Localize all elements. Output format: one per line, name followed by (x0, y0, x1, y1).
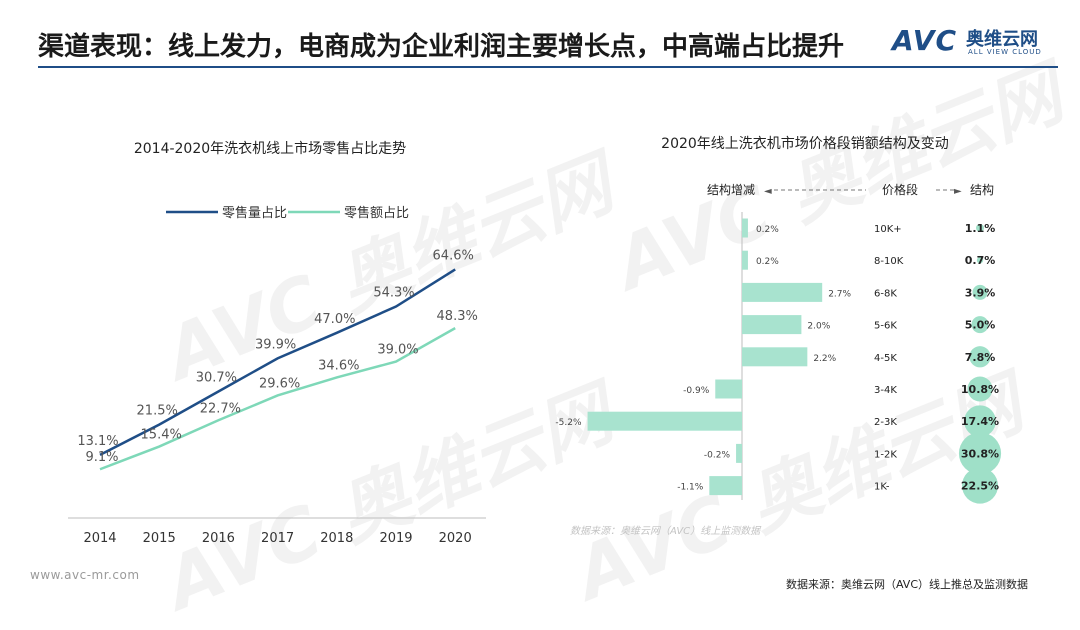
data-source-note: 数据来源：奥维云网（AVC）线上推总及监测数据 (785, 578, 1028, 591)
data-label: 64.6% (433, 248, 474, 263)
series-line-2 (99, 327, 456, 471)
header-divider (38, 66, 1058, 68)
bar-chart-title: 2020年线上洗衣机市场价格段销额结构及变动 (661, 135, 949, 152)
data-label: 21.5% (137, 404, 178, 419)
structure-value-label: 7.8% (965, 351, 996, 364)
x-tick-label: 2014 (83, 531, 116, 546)
structure-bubble (976, 257, 984, 264)
data-label: 13.1% (77, 434, 118, 449)
arrow-left-icon: ◄ (764, 186, 772, 197)
bar-value-label: -5.2% (555, 418, 582, 428)
segment-label: 8-10K (874, 256, 904, 267)
segment-label: 4-5K (874, 353, 897, 364)
bar (736, 443, 742, 463)
price-segment-chart: 2020年线上洗衣机市场价格段销额结构及变动 结构增减 ◄ 价格段 ► 结构 0… (555, 135, 1002, 537)
data-label: 48.3% (437, 309, 478, 324)
bar (742, 347, 808, 367)
bar-value-label: 0.2% (756, 225, 779, 235)
col-header-segment: 价格段 (882, 182, 918, 197)
data-label: 15.4% (141, 428, 182, 443)
data-label: 29.6% (259, 376, 300, 391)
segment-label: 6-8K (874, 288, 897, 299)
structure-value-label: 30.8% (961, 447, 999, 460)
data-label: 47.0% (314, 312, 355, 327)
x-tick-label: 2015 (143, 531, 176, 546)
legend-label-series1: 零售量占比 (222, 205, 287, 221)
segment-label: 1K- (874, 482, 890, 493)
bar (709, 476, 742, 496)
series-line-1 (99, 268, 456, 456)
data-label: 39.9% (255, 337, 296, 352)
x-tick-label: 2016 (202, 531, 235, 546)
structure-value-label: 17.4% (961, 415, 999, 428)
bar (742, 282, 823, 302)
bar-value-label: -1.1% (677, 483, 704, 493)
arrow-right-icon: ► (954, 186, 962, 197)
bar-value-label: -0.2% (704, 450, 731, 460)
company-logo: AVC 奥维云网 ALL VIEW CLOUD (890, 24, 1060, 60)
segment-label: 5-6K (874, 321, 897, 332)
structure-value-label: 3.9% (965, 286, 996, 299)
legend-label-series2: 零售额占比 (344, 205, 409, 221)
structure-bubble (972, 284, 988, 300)
bar (742, 250, 748, 270)
bar-value-label: 2.2% (813, 354, 836, 364)
structure-bubble (976, 224, 984, 232)
bar-value-label: 0.2% (756, 257, 779, 267)
data-label: 30.7% (196, 370, 237, 385)
col-header-change: 结构增减 (707, 182, 755, 197)
structure-value-label: 10.8% (961, 383, 999, 396)
bar (587, 411, 742, 431)
x-tick-label: 2019 (379, 531, 412, 546)
structure-bubble (964, 405, 996, 438)
bar-value-label: 2.7% (828, 289, 851, 299)
structure-value-label: 1.1% (965, 222, 996, 235)
col-header-structure: 结构 (970, 182, 994, 197)
bar (715, 379, 742, 399)
data-label: 54.3% (373, 286, 414, 301)
structure-value-label: 5.0% (965, 319, 996, 332)
structure-bubble (958, 432, 1002, 475)
bar-value-label: 2.0% (807, 322, 830, 332)
segment-label: 1-2K (874, 449, 897, 460)
bar (742, 315, 802, 335)
segment-label: 10K+ (874, 224, 902, 235)
segment-label: 3-4K (874, 385, 897, 396)
structure-bubble (961, 467, 999, 504)
website-url[interactable]: www.avc-mr.com (30, 568, 140, 582)
segment-label: 2-3K (874, 417, 897, 428)
line-chart-title: 2014-2020年洗衣机线上市场零售占比走势 (134, 140, 406, 157)
page-title: 渠道表现：线上发力，电商成为企业利润主要增长点，中高端占比提升 (38, 32, 845, 62)
x-tick-label: 2018 (320, 531, 353, 546)
x-tick-label: 2020 (439, 531, 472, 546)
bar (742, 218, 748, 238)
logo-chinese: 奥维云网 (966, 29, 1038, 50)
data-label: 9.1% (85, 450, 118, 465)
logo-mark: AVC (892, 24, 957, 57)
structure-bubble (969, 346, 991, 368)
logo-english: ALL VIEW CLOUD (968, 48, 1042, 56)
structure-bubble (971, 316, 989, 334)
x-tick-label: 2017 (261, 531, 294, 546)
data-label: 22.7% (200, 401, 241, 416)
structure-value-label: 22.5% (961, 480, 999, 493)
structure-value-label: 0.7% (965, 254, 996, 267)
data-label: 34.6% (318, 358, 359, 373)
data-label: 39.0% (377, 343, 418, 358)
inner-source-note: 数据来源：奥维云网（AVC）线上监测数据 (570, 525, 762, 537)
structure-bubble (967, 376, 993, 402)
bar-value-label: -0.9% (683, 386, 710, 396)
line-chart: 2014-2020年洗衣机线上市场零售占比走势 零售量占比 零售额占比 2014… (68, 140, 486, 546)
